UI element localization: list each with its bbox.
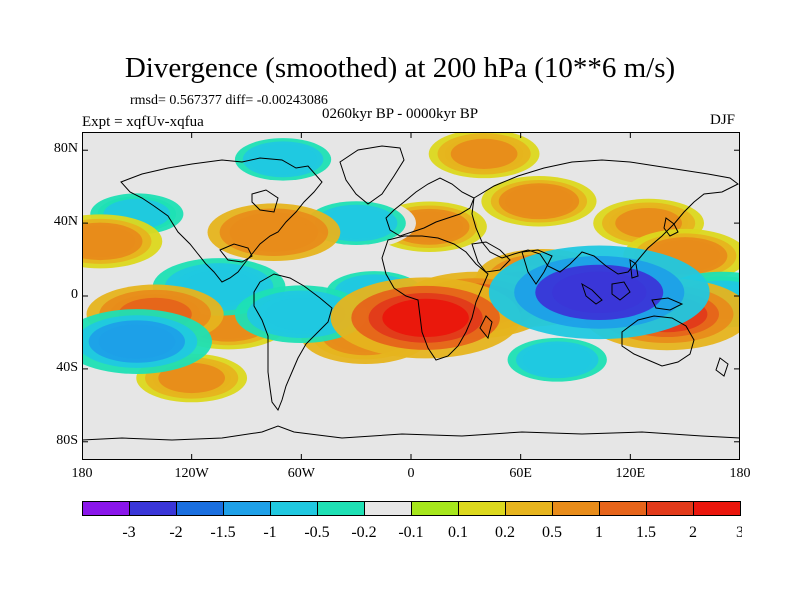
lat-label-80S: 80S bbox=[56, 432, 78, 448]
colorbar-label-1: -2 bbox=[169, 524, 182, 541]
field-cell-arctic-convergence bbox=[225, 134, 341, 185]
colorbar-box-13 bbox=[693, 501, 741, 516]
lon-label-5: 120E bbox=[615, 466, 646, 481]
colorbar-label-9: 0.5 bbox=[542, 524, 562, 541]
colorbar-label-8: 0.2 bbox=[495, 524, 515, 541]
colorbar-label-11: 1.5 bbox=[636, 524, 656, 541]
season-label: DJF bbox=[710, 112, 736, 128]
coastline-europe bbox=[385, 177, 475, 237]
field-contour-south-indian-ocean-convergence-3 bbox=[522, 344, 592, 376]
field-cell-west-pacific-maritime-continent-convergence bbox=[488, 245, 710, 340]
colorbar-label-13: 3 bbox=[736, 524, 742, 541]
coastline-madagascar bbox=[479, 315, 493, 340]
field-cell-arctic-divergence bbox=[428, 132, 540, 179]
colorbar-box-4 bbox=[270, 501, 318, 516]
map-plot bbox=[82, 132, 740, 460]
coastline-antarctica bbox=[82, 425, 740, 441]
colorbar-box-8 bbox=[458, 501, 506, 516]
field-contour-arctic-convergence-3 bbox=[249, 144, 317, 175]
coastline-borneo bbox=[611, 281, 631, 301]
colorbar-box-6 bbox=[364, 501, 412, 516]
field-contour-south-america-convergence-3 bbox=[265, 298, 338, 331]
colorbar-label-5: -0.2 bbox=[351, 524, 376, 541]
field-cell-south-america-convergence bbox=[234, 285, 368, 344]
lon-label-4: 60E bbox=[509, 466, 532, 481]
colorbar-label-12: 2 bbox=[689, 524, 697, 541]
colorbar-label-6: -0.1 bbox=[398, 524, 423, 541]
coastline-japan bbox=[663, 217, 679, 237]
field-cell-south-pacific-convergence bbox=[82, 309, 213, 374]
experiment-label: Expt = xqfUv-xqfua bbox=[82, 114, 204, 130]
coastline-south-america bbox=[253, 273, 333, 412]
field-contour-south-pacific-convergence-3 bbox=[98, 324, 176, 359]
lon-label-2: 60W bbox=[287, 466, 315, 481]
colorbar-label-2: -1.5 bbox=[210, 524, 235, 541]
lon-label-0: 180 bbox=[71, 466, 93, 481]
coastline-new-zealand bbox=[715, 357, 729, 377]
coastline-new-guinea bbox=[651, 297, 684, 311]
colorbar-label-10: 1 bbox=[595, 524, 603, 541]
field-contour-north-pacific-divergence-3 bbox=[82, 225, 136, 258]
colorbar-boxes bbox=[82, 501, 741, 516]
colorbar-box-9 bbox=[505, 501, 553, 516]
axis-ticks bbox=[82, 132, 740, 460]
field-cell-west-africa-gulf-of-guinea-divergence bbox=[330, 277, 521, 359]
coastline-africa bbox=[381, 235, 489, 361]
lat-label-40S: 40S bbox=[56, 359, 78, 375]
period-label: 0260kyr BP - 0000kyr BP bbox=[322, 106, 479, 122]
statistics-label: rmsd= 0.567377 diff= -0.00243086 bbox=[130, 93, 328, 108]
coastline-australia bbox=[621, 315, 695, 367]
colorbar-label-4: -0.5 bbox=[304, 524, 329, 541]
colorbar-box-12 bbox=[646, 501, 694, 516]
coastline-hudson-bay bbox=[251, 189, 279, 213]
lon-label-3: 0 bbox=[407, 466, 415, 481]
coastline-philippines bbox=[629, 258, 639, 279]
colorbar-box-10 bbox=[552, 501, 600, 516]
field-cell-siberia-divergence bbox=[481, 176, 597, 227]
coastline-north-america bbox=[120, 157, 323, 283]
colorbar-box-7 bbox=[411, 501, 459, 516]
coastline-greenland bbox=[339, 145, 405, 205]
field-contour-north-america-divergence-3 bbox=[237, 216, 311, 249]
colorbar-labels: -3 -2 -1.5 -1 -0.5 -0.2 -0.1 0.1 0.2 0.5 1 1.5 2 3 bbox=[122, 524, 742, 541]
field-contour-arctic-divergence-3 bbox=[450, 138, 518, 169]
coastline-asia bbox=[471, 159, 739, 275]
field-cell-north-america-divergence bbox=[207, 203, 341, 262]
field-cell-south-indian-ocean-convergence bbox=[497, 333, 618, 386]
colorbar: -3 -2 -1.5 -1 -0.5 -0.2 -0.1 0.1 0.2 0.5 1 1.5 2 3 bbox=[82, 501, 742, 541]
colorbar-box-0 bbox=[82, 501, 130, 516]
coastline-india bbox=[521, 249, 553, 285]
colorbar-box-3 bbox=[223, 501, 271, 516]
map-title: Divergence (smoothed) at 200 hPa (10**6 … bbox=[124, 52, 676, 84]
coastline-arabia bbox=[471, 241, 511, 273]
colorbar-label-7: 0.1 bbox=[448, 524, 468, 541]
lat-label-80N: 80N bbox=[53, 141, 78, 157]
field-contour-southern-ocean-divergence-3 bbox=[158, 362, 226, 394]
lon-label-6: 180 bbox=[729, 466, 751, 481]
coastlines bbox=[82, 145, 740, 441]
colorbar-box-5 bbox=[317, 501, 365, 516]
lat-label-40N: 40N bbox=[53, 214, 78, 230]
field-cell-north-pacific-divergence bbox=[82, 214, 163, 269]
colorbar-box-2 bbox=[176, 501, 224, 516]
colorbar-label-0: -3 bbox=[122, 524, 135, 541]
colorbar-box-11 bbox=[599, 501, 647, 516]
coastline-sumatra bbox=[581, 282, 603, 305]
field-contour-west-africa-gulf-of-guinea-divergence-3 bbox=[382, 298, 469, 337]
field-contour-siberia-divergence-3 bbox=[505, 185, 573, 217]
lat-label-0: 0 bbox=[71, 287, 78, 302]
coastline-gulf-of-mexico bbox=[219, 243, 253, 263]
lon-label-1: 120W bbox=[174, 466, 209, 481]
divergence-field bbox=[82, 132, 740, 403]
colorbar-label-3: -1 bbox=[263, 524, 276, 541]
colorbar-box-1 bbox=[129, 501, 177, 516]
